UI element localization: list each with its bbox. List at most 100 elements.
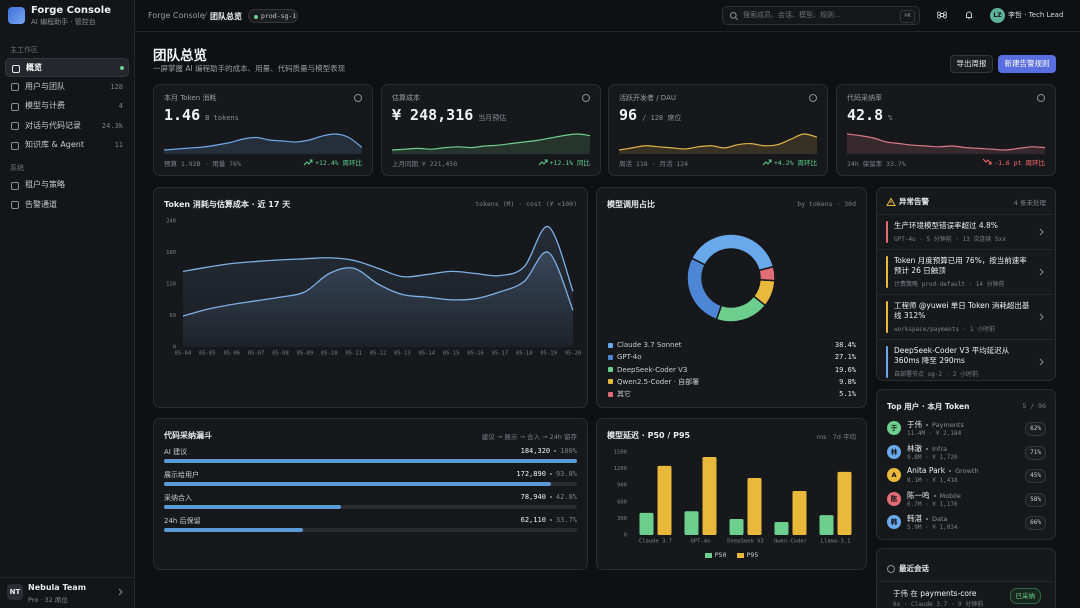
breadcrumb-root[interactable]: Forge Console [148,11,205,20]
user-usage: 9.8M · ¥ 1,720 [907,453,958,461]
alert-level-bar [886,255,888,288]
command-button[interactable] [937,10,947,20]
legend-swatch [736,552,744,558]
kpi-label: 活跃开发者 / DAU [619,94,676,102]
alert-meta: GPT-4o · 5 分钟前 · 13 次连续 5xx [894,235,1006,243]
chart-title: Token 消耗与估算成本 · 近 17 天 [164,200,291,209]
user-avatar: LZ [990,8,1005,23]
user-rate: 58% [1025,492,1046,507]
x-tick-label: 05-19 [540,351,557,357]
icon [982,158,992,165]
funnel-pct: 33.7% [555,516,577,524]
action-button[interactable]: 导出周报 [950,55,993,73]
legend-swatch [704,552,712,558]
alert-item[interactable]: 生产环境模型错误率超过 4.8% GPT-4o · 5 分钟前 · 13 次连续 … [877,214,1055,249]
kpi-label: 代码采纳率 [847,94,882,102]
kpi-delta: +12.1% 同比 [538,157,590,167]
chart-title: 代码采纳漏斗 [164,431,212,440]
kpi-delta: +12.4% 周环比 [303,157,362,167]
team-avatar: NT [7,584,23,600]
action-button-primary[interactable]: 新建告警规则 [998,55,1056,73]
user-line: Anita Park Growth [907,466,979,475]
user-row[interactable]: 于于伟 Payments 11.4M · ¥ 2,184 62% [877,418,1055,440]
icon-shape [1037,94,1045,102]
nav-item[interactable]: 用户与团队 128 [5,78,129,97]
legend-item: P50 [704,551,727,559]
legend-label: Claude 3.7 Sonnet [617,341,682,349]
legend: P50 P95 [597,551,866,559]
env-badge[interactable]: prod-sg-1 [248,9,298,23]
search-shortcut: ⌘K [900,10,915,23]
sparkline-line [619,133,817,151]
user-row[interactable]: 林林澈 Infra 9.8M · ¥ 1,720 71% [877,442,1055,464]
card-count: 4 条未处理 [1013,199,1046,207]
x-tick-label: Claude 3.7 [639,539,672,545]
notification-button[interactable] [964,10,974,20]
y-tick-label: 600 [617,499,627,505]
kpi-unit: % [888,114,893,122]
x-tick-label: GPT-4o [691,539,711,545]
nav-item[interactable]: 概览 [5,58,129,77]
alert-item[interactable]: Token 月度预算已用 76%，按当前速率预计 26 日触顶 计费策略 prod… [877,248,1055,294]
user-menu[interactable]: LZ 李哲 · Tech Lead [988,7,1068,25]
nav-item[interactable]: 对话与代码记录 24.3k [5,117,129,136]
funnel-value: 78,940 42.8% [521,493,577,501]
nav-item[interactable]: 租户与策略 [5,176,129,195]
funnel-label: 采纳合入 [164,494,192,502]
user-avatar: A [887,468,901,482]
icon [118,588,123,596]
bar [702,456,717,535]
nav-item[interactable]: 模型与计费 4 [5,97,129,116]
sparkline [847,133,1045,154]
alert-item[interactable]: DeepSeek-Coder V3 平均延迟从 360ms 降至 290ms 自部… [877,338,1055,381]
funnel-label: 24h 后保留 [164,517,201,525]
bar [639,512,654,535]
card-title: 最近会话 [899,564,929,573]
user-rate: 66% [1025,516,1046,530]
icon-shape [11,141,19,150]
bar [792,491,807,535]
separator [549,496,552,498]
icon [762,159,772,166]
sparkline-line [847,133,1045,151]
y-tick-label: 1200 [614,466,627,472]
nav-label: 概览 [26,63,42,72]
nav-label: 对话与代码记录 [25,120,81,130]
legend-value: 27.1% [834,353,856,362]
y-tick-label: 60 [169,313,176,319]
bar [774,521,789,535]
funnel-track [164,528,577,532]
nav-badge: 11 [114,141,123,149]
chart-subtitle: by tokens · 30d [797,200,856,208]
x-tick-label: 05-06 [223,351,240,357]
page-title: 团队总览 [153,48,207,64]
area-line [182,251,574,317]
sidebar-divider [0,577,135,578]
nav-item[interactable]: 知识库 & Agent 11 [5,136,129,155]
user-line: 韩湛 Data [907,513,948,524]
legend-value: 38.4% [834,341,856,349]
separator [926,424,928,426]
kpi-card: 代码采纳率 42.8% 24h 保留率 33.7% -1.6 pt 周环比 [836,84,1056,176]
nav-item[interactable]: 告警通道 [5,196,129,215]
user-avatar: 陈 [887,491,901,506]
user-row[interactable]: 陈陈一鸣 Mobile 6.7M · ¥ 1,176 58% [877,489,1055,511]
kpi-delta-text: +4.2% 周环比 [774,159,817,167]
user-row[interactable]: 韩韩湛 Data 5.9M · ¥ 1,034 66% [877,512,1055,534]
separator [554,450,557,452]
x-tick-label: 05-17 [492,351,509,357]
session-row[interactable]: 于伟 在 payments-core 6s · Claude 3.7 · 9 分钟… [877,581,1055,608]
kpi-value-row: 96 / 128 席位 [619,106,681,124]
user-row[interactable]: A Anita Park Growth 8.1M · ¥ 1,418 45% [877,465,1055,487]
card-title: 异常告警 [899,197,929,206]
kpi-value: ¥ 248,316 [392,106,474,124]
user-name: 于伟 [907,420,922,429]
search-box[interactable]: 搜索成员、会话、模型、规则… ⌘K [722,6,920,25]
funnel-label: AI 建议 [164,448,188,456]
donut [686,233,776,323]
icon-shape [982,158,992,165]
y-tick-label: 1500 [614,450,627,456]
alert-item[interactable]: 工程师 @yuwei 单日 Token 消耗超出基线 312% workspace… [877,293,1055,339]
user-team: Mobile [939,491,961,500]
x-tick-label: 05-08 [272,351,289,357]
